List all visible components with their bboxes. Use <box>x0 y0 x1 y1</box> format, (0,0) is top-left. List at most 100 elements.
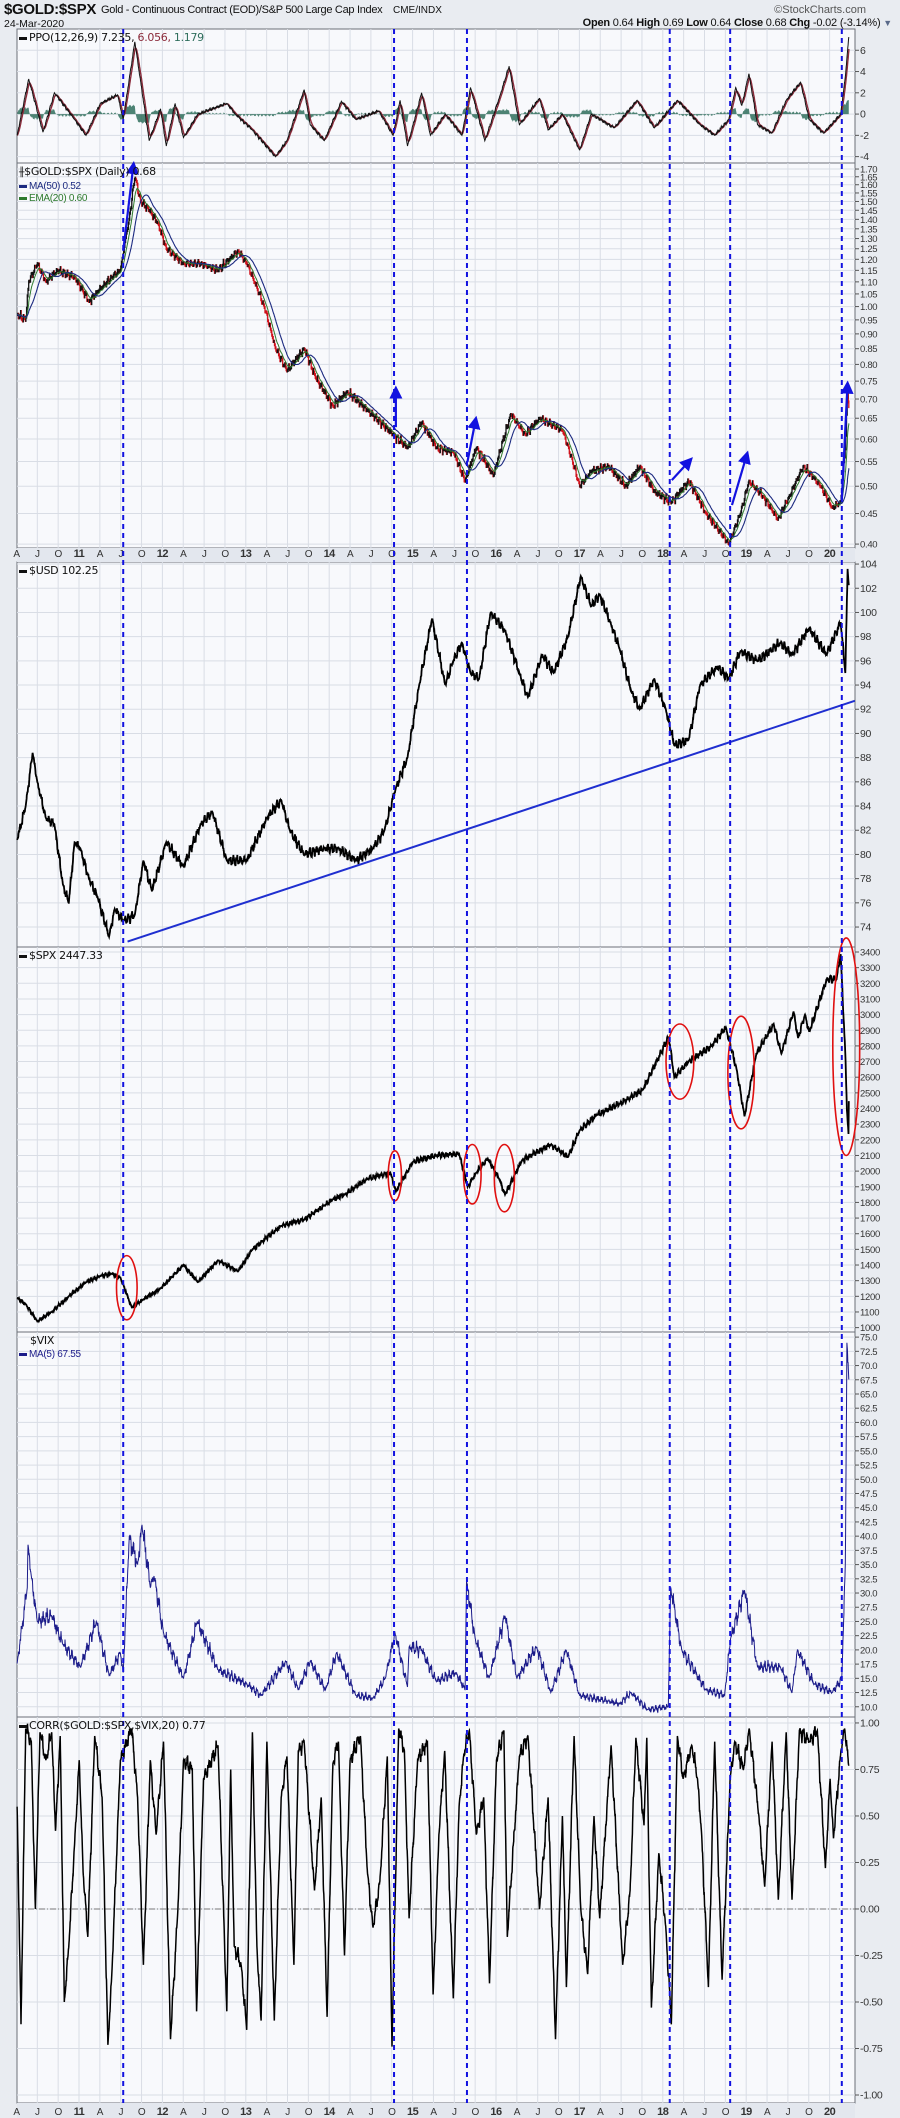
y-tick-label: 1.65 <box>860 172 877 183</box>
panel-spx: 1000 1100 1200 1300 1400 1500 1600 1700 1800 1900… <box>16 946 880 1334</box>
y-tick-label: 94 <box>860 680 872 692</box>
spx-line <box>16 954 850 1324</box>
x-tick-label: A <box>764 2107 771 2118</box>
brand-watermark[interactable]: ©StockCharts.com <box>774 4 866 16</box>
y-tick-label: 84 <box>860 801 872 813</box>
ema20-line <box>17 187 850 542</box>
y-tick-label: 27.5 <box>860 1603 877 1614</box>
y-tick-label: 37.5 <box>860 1546 877 1557</box>
chart-description: Gold - Continuous Contract (EOD)/S&P 500… <box>101 4 383 16</box>
legend-spx: $SPX 2447.33 <box>19 949 103 962</box>
y-tick-label: -0.25 <box>860 1950 883 1962</box>
y-tick-label: 70.0 <box>860 1361 877 1372</box>
x-tick-label: O <box>55 2107 63 2118</box>
x-tick-label: O <box>388 549 396 560</box>
y-tick-label: 1.10 <box>860 277 877 288</box>
x-tick-label: J <box>202 549 207 560</box>
y-tick-label: -0.75 <box>860 2043 883 2055</box>
y-tick-label: 0.75 <box>860 377 877 388</box>
y-tick-label: 2500 <box>860 1088 880 1099</box>
usd-trendline <box>127 699 856 943</box>
y-tick-label: 0.40 <box>860 540 877 551</box>
y-tick-label: 45.0 <box>860 1503 877 1514</box>
y-tick-label: 15.0 <box>860 1674 877 1685</box>
legend-ema20-label: EMA(20) 0.60 <box>29 193 88 204</box>
x-tick-label: A <box>430 549 437 560</box>
x-tick-label: O <box>722 549 730 560</box>
y-tick-label: 0.60 <box>860 434 877 445</box>
legend-ema20: EMA(20) 0.60 <box>19 193 87 204</box>
x-tick-label: J <box>202 2107 207 2118</box>
x-tick-label: O <box>555 549 563 560</box>
y-tick-label: 1.60 <box>860 180 877 191</box>
x-tick-label: O <box>138 2107 146 2118</box>
x-tick-label: A <box>264 2107 271 2118</box>
triangle-down-icon[interactable]: ▼ <box>883 18 892 28</box>
y-tick-label: 88 <box>860 752 872 764</box>
x-tick-label: 12 <box>157 548 169 560</box>
x-tick-label: A <box>764 549 771 560</box>
legend-vix-ma-label: MA(5) 67.55 <box>29 1349 81 1360</box>
y-tick-label: 2600 <box>860 1073 880 1084</box>
x-tick-label: J <box>452 2107 457 2118</box>
y-tick-label: 35.0 <box>860 1560 877 1571</box>
y-tick-label: 1.00 <box>860 302 877 313</box>
y-tick-label: 1.70 <box>860 165 877 176</box>
y-tick-label: 1600 <box>860 1229 880 1240</box>
x-tick-label: 14 <box>324 2106 337 2118</box>
x-tick-label: 20 <box>824 2106 836 2118</box>
y-tick-label: 2000 <box>860 1167 880 1178</box>
x-tick-label: J <box>702 549 707 560</box>
y-tick-label: 1400 <box>860 1261 880 1272</box>
red-ellipse-annotation <box>462 1143 482 1205</box>
y-tick-label: 1.45 <box>860 206 877 217</box>
x-tick-label: J <box>535 2107 540 2118</box>
x-tick-label: O <box>555 2107 563 2118</box>
y-tick-label: 67.5 <box>860 1375 877 1386</box>
legend-ma50-label: MA(50) 0.52 <box>29 181 81 192</box>
x-axis-bottom: A J O 11 A J O 12 A J O 13 A J O 14 A J O 15 A J O 16 A J O 17 A J O 18… <box>13 2103 855 2118</box>
y-tick-label: 60.0 <box>860 1418 877 1429</box>
x-tick-label: A <box>681 549 688 560</box>
y-tick-label: 6 <box>860 45 866 57</box>
x-tick-label: O <box>305 549 313 560</box>
red-ellipse-annotation <box>493 1143 516 1213</box>
y-tick-label: 17.5 <box>860 1660 877 1671</box>
y-tick-label: 10.0 <box>860 1702 877 1713</box>
x-tick-label: J <box>285 2107 290 2118</box>
y-tick-label: 1800 <box>860 1198 880 1209</box>
x-tick-label: O <box>221 2107 229 2118</box>
y-tick-label: 2400 <box>860 1104 880 1115</box>
plot-area <box>16 28 856 164</box>
x-tick-label: O <box>138 549 146 560</box>
y-tick-label: 2800 <box>860 1041 880 1052</box>
legend-swatch <box>19 36 27 40</box>
y-tick-label: 30.0 <box>860 1589 877 1600</box>
y-tick-label: 100 <box>860 607 877 619</box>
x-axis-middle: A J O 11 A J O 12 A J O 13 A J O 14 A J O 15 A J O 16 A J O 17 A J O 18… <box>13 548 855 562</box>
y-tick-label: 1700 <box>860 1214 880 1225</box>
y-tick-label: -0.50 <box>860 1996 883 2008</box>
x-tick-label: J <box>285 549 290 560</box>
x-tick-label: A <box>597 549 604 560</box>
y-tick-label: 80 <box>860 849 872 861</box>
y-tick-label: 75.0 <box>860 1333 877 1344</box>
low-value: 0.64 <box>710 17 732 29</box>
legend-swatch <box>19 196 27 200</box>
y-tick-label: 76 <box>860 897 872 909</box>
y-tick-label: 4 <box>860 66 866 78</box>
y-tick-label: 62.5 <box>860 1404 877 1415</box>
close-label: Close <box>733 17 763 29</box>
legend-ppo-value: 7.235, <box>101 31 135 44</box>
red-ellipse-annotation <box>831 937 861 1157</box>
x-tick-label: A <box>13 2107 20 2118</box>
legend-vix-ma: MA(5) 67.55 <box>19 1349 81 1360</box>
x-tick-label: J <box>118 2107 123 2118</box>
red-ellipse-annotation <box>727 1015 756 1130</box>
y-tick-label: 0.75 <box>860 1764 880 1776</box>
x-tick-label: J <box>118 549 123 560</box>
y-tick-label: 42.5 <box>860 1517 877 1528</box>
x-tick-label: A <box>180 2107 187 2118</box>
x-tick-label: J <box>535 549 540 560</box>
